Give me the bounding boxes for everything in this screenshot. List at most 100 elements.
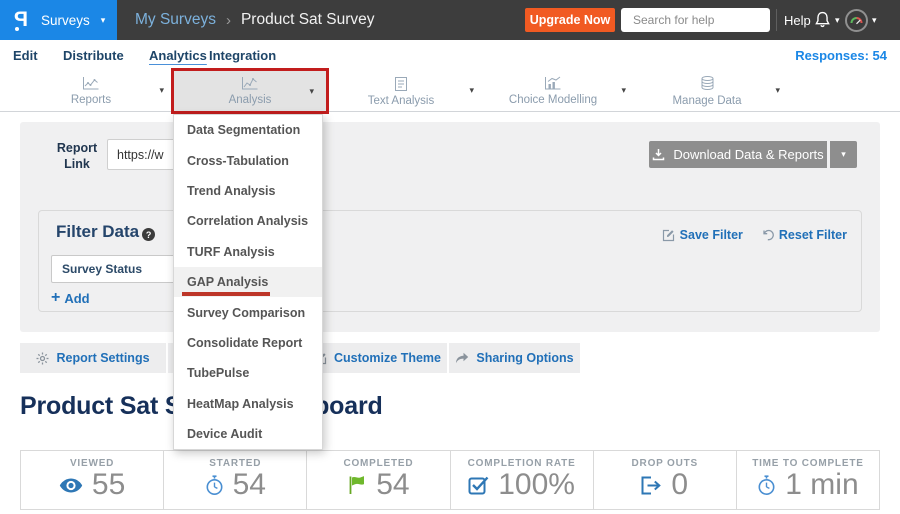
bell-icon <box>815 11 830 28</box>
database-icon <box>701 76 713 91</box>
toolbar-reports-label: Reports <box>70 94 112 106</box>
menu-item-data-segmentation[interactable]: Data Segmentation <box>187 123 301 138</box>
download-options-caret-button[interactable]: ▾ <box>830 141 857 168</box>
menu-item-survey-comparison[interactable]: Survey Comparison <box>187 305 306 320</box>
upgrade-now-button[interactable]: Upgrade Now <box>525 8 615 32</box>
chevron-down-icon: ▾ <box>469 85 474 95</box>
menu-item-turf-analysis[interactable]: TURF Analysis <box>187 244 275 259</box>
chevron-down-icon: ▾ <box>159 85 164 95</box>
stat-completion-rate-label: COMPLETION RATE <box>467 458 576 469</box>
chevron-down-icon: ▾ <box>621 85 626 95</box>
nav-tab-analytics[interactable]: Analytics <box>149 47 207 63</box>
toolbar-text-analysis[interactable]: Text Analysis ▾ <box>326 70 476 112</box>
reset-filter-button[interactable]: Reset Filter <box>761 228 847 242</box>
help-search-input[interactable] <box>633 13 788 27</box>
exit-icon <box>641 476 662 494</box>
nav-tab-integration[interactable]: Integration <box>209 47 277 63</box>
stat-started: STARTED 54 <box>163 451 306 509</box>
surveys-menu-label: Surveys <box>41 12 90 28</box>
toolbar-analysis[interactable]: Analysis ▾ <box>171 68 329 114</box>
nav-tab-distribute[interactable]: Distribute <box>63 47 124 63</box>
tab-customize-theme[interactable]: Customize Theme <box>308 343 447 373</box>
plus-icon: + <box>51 289 61 306</box>
responses-count: Responses: 54 <box>795 47 887 63</box>
stat-drop-outs: DROP OUTS 0 <box>592 451 736 509</box>
download-icon <box>653 149 665 161</box>
checkbox-icon <box>468 476 489 494</box>
gauge-icon <box>850 16 863 24</box>
gear-icon <box>36 352 49 364</box>
toolbar-choice-modelling-label: Choice Modelling <box>508 94 598 106</box>
survey-status-value: Survey Status <box>62 262 143 276</box>
menu-item-heatmap-analysis[interactable]: HeatMap Analysis <box>187 396 294 411</box>
breadcrumb: My Surveys › Product Sat Survey <box>135 0 375 40</box>
document-icon <box>395 76 407 91</box>
menu-item-cross-tabulation[interactable]: Cross-Tabulation <box>187 153 289 168</box>
stat-started-label: STARTED <box>209 458 262 469</box>
stat-drop-outs-label: DROP OUTS <box>631 458 698 469</box>
flag-icon <box>349 476 365 494</box>
topbar-divider <box>776 9 777 31</box>
stat-time-to-complete-label: TIME TO COMPLETE <box>752 458 864 469</box>
analytics-toolbar: Reports ▾ Analysis ▾ Text Analysis ▾ <box>0 68 900 114</box>
download-data-reports-button[interactable]: Download Data & Reports <box>649 141 827 168</box>
toolbar-choice-modelling[interactable]: Choice Modelling ▾ <box>478 70 628 112</box>
stat-started-value: 54 <box>232 468 266 501</box>
tab-sharing-options-label: Sharing Options <box>476 351 574 365</box>
menu-item-device-audit[interactable]: Device Audit <box>187 427 263 442</box>
survey-nav: Edit Distribute Analytics Integration Re… <box>0 40 900 70</box>
breadcrumb-my-surveys[interactable]: My Surveys <box>135 11 216 28</box>
help-circle-icon[interactable]: ? <box>142 228 156 241</box>
avatar <box>845 8 868 32</box>
chevron-down-icon: ▾ <box>100 14 106 25</box>
account-menu[interactable]: ▾ <box>845 0 877 40</box>
analysis-chart-icon <box>242 77 258 90</box>
menu-item-tubepulse[interactable]: TubePulse <box>187 366 250 381</box>
stat-completed-value: 54 <box>376 468 410 501</box>
line-chart-icon <box>83 77 99 90</box>
nav-tab-edit[interactable]: Edit <box>13 47 38 63</box>
toolbar-text-analysis-label: Text Analysis <box>367 94 435 107</box>
toolbar-analysis-label: Analysis <box>228 94 272 106</box>
toolbar-manage-data-label: Manage Data <box>672 95 742 107</box>
reset-filter-label: Reset Filter <box>778 228 847 242</box>
help-link[interactable]: Help <box>784 12 811 28</box>
save-filter-button[interactable]: Save Filter <box>662 228 743 242</box>
stat-drop-outs-value: 0 <box>671 468 689 501</box>
stat-viewed-label: VIEWED <box>69 458 115 469</box>
chevron-down-icon: ▾ <box>835 14 840 25</box>
filter-data-section: Filter Data ? Save Filter Reset Fil <box>38 210 862 312</box>
top-bar: P Surveys ▾ My Surveys › Product Sat Sur… <box>0 0 900 40</box>
survey-stats-strip: VIEWED 55 STARTED 54 <box>20 450 880 510</box>
tab-report-settings[interactable]: Report Settings <box>20 343 166 373</box>
toolbar-manage-data[interactable]: Manage Data ▾ <box>632 70 782 112</box>
toolbar-reports[interactable]: Reports ▾ <box>16 70 166 112</box>
surveys-product-menu[interactable]: P Surveys ▾ <box>0 0 117 40</box>
notifications-menu[interactable]: ▾ <box>814 0 840 40</box>
bar-line-chart-icon <box>545 76 561 90</box>
analysis-dropdown-menu: Data Segmentation Cross-Tabulation Trend… <box>173 114 323 451</box>
chevron-down-icon: ▾ <box>309 86 314 96</box>
stat-time-to-complete-value: 1 min <box>785 468 859 501</box>
menu-item-gap-analysis[interactable]: GAP Analysis <box>174 266 322 298</box>
add-filter-button[interactable]: + Add <box>51 290 90 306</box>
menu-item-trend-analysis[interactable]: Trend Analysis <box>187 183 276 198</box>
report-link-label: Report Link <box>56 141 98 171</box>
chevron-down-icon: ▾ <box>841 149 846 159</box>
menu-item-gap-analysis-label: GAP Analysis <box>187 275 269 290</box>
share-icon <box>456 352 469 364</box>
stat-completed: COMPLETED 54 <box>306 451 449 509</box>
stat-viewed: VIEWED 55 <box>21 451 163 509</box>
add-filter-label: Add <box>64 290 90 306</box>
tab-customize-theme-label: Customize Theme <box>334 351 441 365</box>
breadcrumb-separator-icon: › <box>225 11 231 29</box>
questionpro-logo-icon: P <box>14 8 29 31</box>
breadcrumb-current-survey: Product Sat Survey <box>240 11 375 28</box>
menu-item-consolidate-report[interactable]: Consolidate Report <box>187 335 303 350</box>
red-underline-annotation <box>182 292 270 297</box>
stopwatch-icon <box>206 474 223 495</box>
menu-item-correlation-analysis[interactable]: Correlation Analysis <box>187 214 309 229</box>
tab-sharing-options[interactable]: Sharing Options <box>449 343 580 373</box>
save-filter-label: Save Filter <box>679 228 743 242</box>
